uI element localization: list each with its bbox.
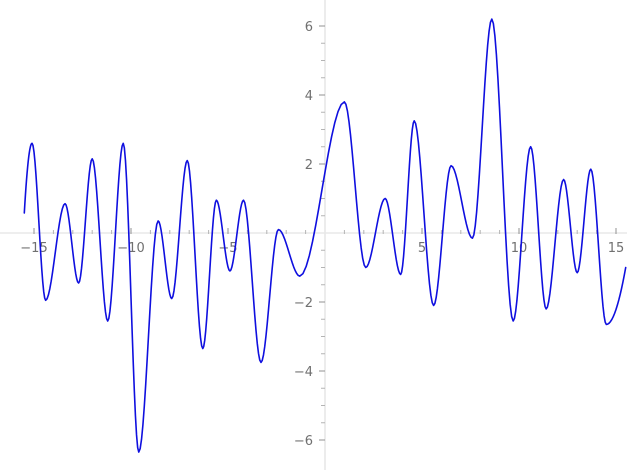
x-tick-label: −5 — [218, 241, 237, 256]
x-tick-label: −10 — [117, 241, 144, 256]
y-axis-tick-labels: −6 −4 −2 2 4 6 — [294, 20, 313, 449]
x-tick-label: 5 — [418, 241, 426, 256]
y-tick-label: −2 — [294, 296, 313, 311]
y-tick-label: −6 — [294, 434, 313, 449]
x-axis-major-ticks — [33, 228, 617, 234]
y-tick-label: 6 — [305, 20, 313, 35]
y-tick-label: 2 — [305, 158, 313, 173]
x-tick-label: −15 — [20, 241, 47, 256]
y-axis-major-ticks — [319, 25, 325, 441]
x-tick-label: 15 — [608, 241, 625, 256]
x-tick-label: 10 — [511, 241, 528, 256]
x-axis-minor-ticks — [52, 230, 598, 234]
data-series-group — [23, 18, 627, 453]
y-tick-label: −4 — [294, 365, 313, 380]
data-curve-0 — [23, 18, 627, 453]
y-tick-label: 4 — [305, 89, 313, 104]
y-axis-minor-ticks — [321, 42, 325, 424]
